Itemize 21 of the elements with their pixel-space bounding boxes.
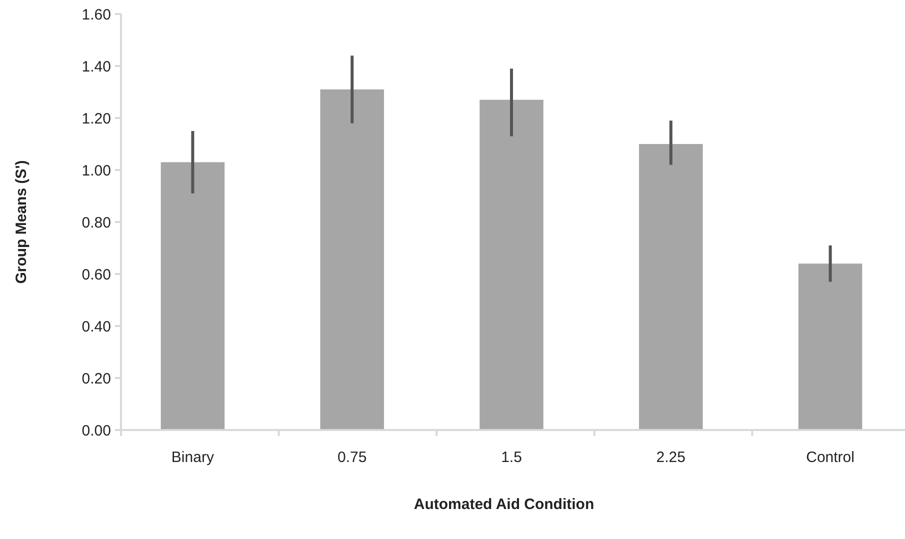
bar (639, 144, 703, 430)
x-tick-label: 2.25 (656, 449, 686, 466)
y-tick-label: 1.00 (82, 162, 111, 180)
bar (480, 100, 544, 430)
y-tick-label: 0.00 (82, 422, 111, 440)
x-tick-label: Control (806, 449, 854, 466)
y-tick-label: 0.80 (82, 214, 111, 232)
y-tick-label: 1.20 (82, 110, 111, 128)
y-tick-label: 0.40 (82, 318, 111, 336)
y-axis-title: Group Means (S') (13, 160, 30, 284)
x-tick-label: Binary (171, 449, 214, 466)
y-tick-label: 0.20 (82, 370, 111, 388)
x-axis-title: Automated Aid Condition (414, 496, 594, 513)
x-tick-label: 1.5 (501, 449, 522, 466)
x-tick-label: 0.75 (338, 449, 367, 466)
y-tick-label: 1.40 (82, 58, 111, 76)
bar (320, 89, 384, 430)
y-tick-label: 1.60 (82, 6, 111, 24)
bar (160, 162, 225, 430)
bar (798, 264, 862, 430)
y-tick-label: 0.60 (82, 266, 111, 284)
